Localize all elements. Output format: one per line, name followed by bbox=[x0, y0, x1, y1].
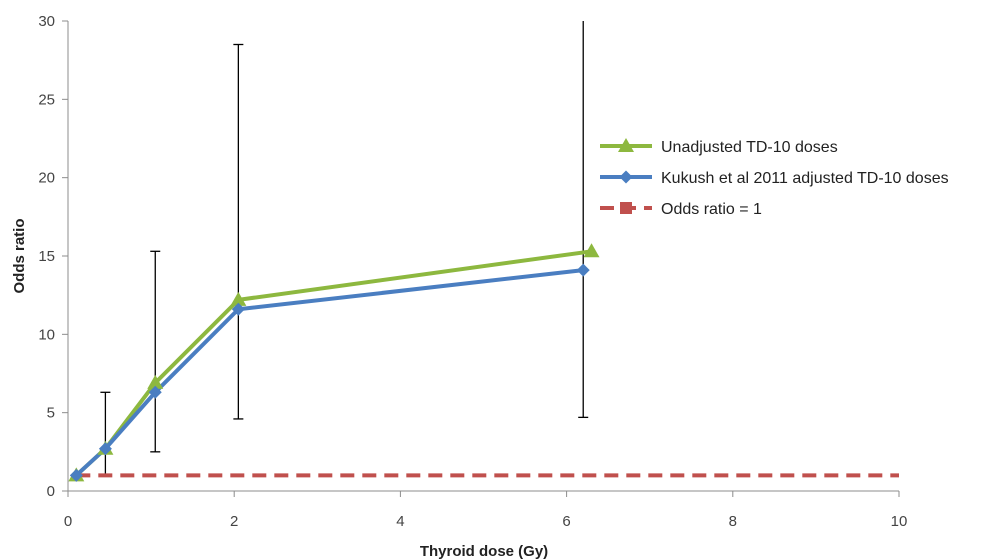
data-point bbox=[583, 243, 600, 258]
x-tick-label: 10 bbox=[891, 513, 908, 530]
axes bbox=[62, 20, 900, 497]
x-tick-label: 8 bbox=[729, 513, 737, 530]
legend-label: Odds ratio = 1 bbox=[661, 201, 762, 218]
x-tick-label: 0 bbox=[64, 513, 72, 530]
y-tick-label: 0 bbox=[47, 483, 55, 500]
series-line-0 bbox=[74, 249, 592, 477]
legend-marker bbox=[618, 138, 634, 152]
y-tick-label: 20 bbox=[38, 170, 55, 187]
y-tick-label: 15 bbox=[38, 248, 55, 265]
tick-labels: 0 5 10 15 20 25 30 0 2 4 6 8 10 bbox=[38, 13, 907, 530]
x-tick-label: 4 bbox=[396, 513, 404, 530]
data-point bbox=[576, 263, 590, 277]
data-point bbox=[231, 302, 245, 316]
x-tick-label: 6 bbox=[562, 513, 570, 530]
data-point bbox=[230, 291, 247, 306]
legend-marker bbox=[619, 170, 633, 184]
y-tick-label: 25 bbox=[38, 91, 55, 108]
series-markers bbox=[68, 243, 600, 482]
error-bars bbox=[100, 21, 589, 476]
data-point bbox=[69, 468, 83, 482]
legend-label: Kukush et al 2011 adjusted TD-10 doses bbox=[661, 170, 949, 187]
series-lines bbox=[74, 249, 899, 478]
legend-marker bbox=[620, 202, 632, 214]
y-tick-label: 10 bbox=[38, 326, 55, 343]
x-axis-title: Thyroid dose (Gy) bbox=[420, 543, 548, 559]
legend-label: Unadjusted TD-10 doses bbox=[661, 139, 838, 156]
y-tick-label: 30 bbox=[38, 13, 55, 30]
series-line-1 bbox=[74, 268, 584, 477]
data-point bbox=[147, 374, 164, 389]
y-tick-label: 5 bbox=[47, 405, 55, 422]
x-tick-label: 2 bbox=[230, 513, 238, 530]
data-point bbox=[148, 385, 162, 399]
legend: Unadjusted TD-10 doses Kukush et al 2011 … bbox=[600, 138, 949, 218]
data-point bbox=[98, 442, 112, 456]
y-axis-title: Odds ratio bbox=[11, 218, 28, 293]
